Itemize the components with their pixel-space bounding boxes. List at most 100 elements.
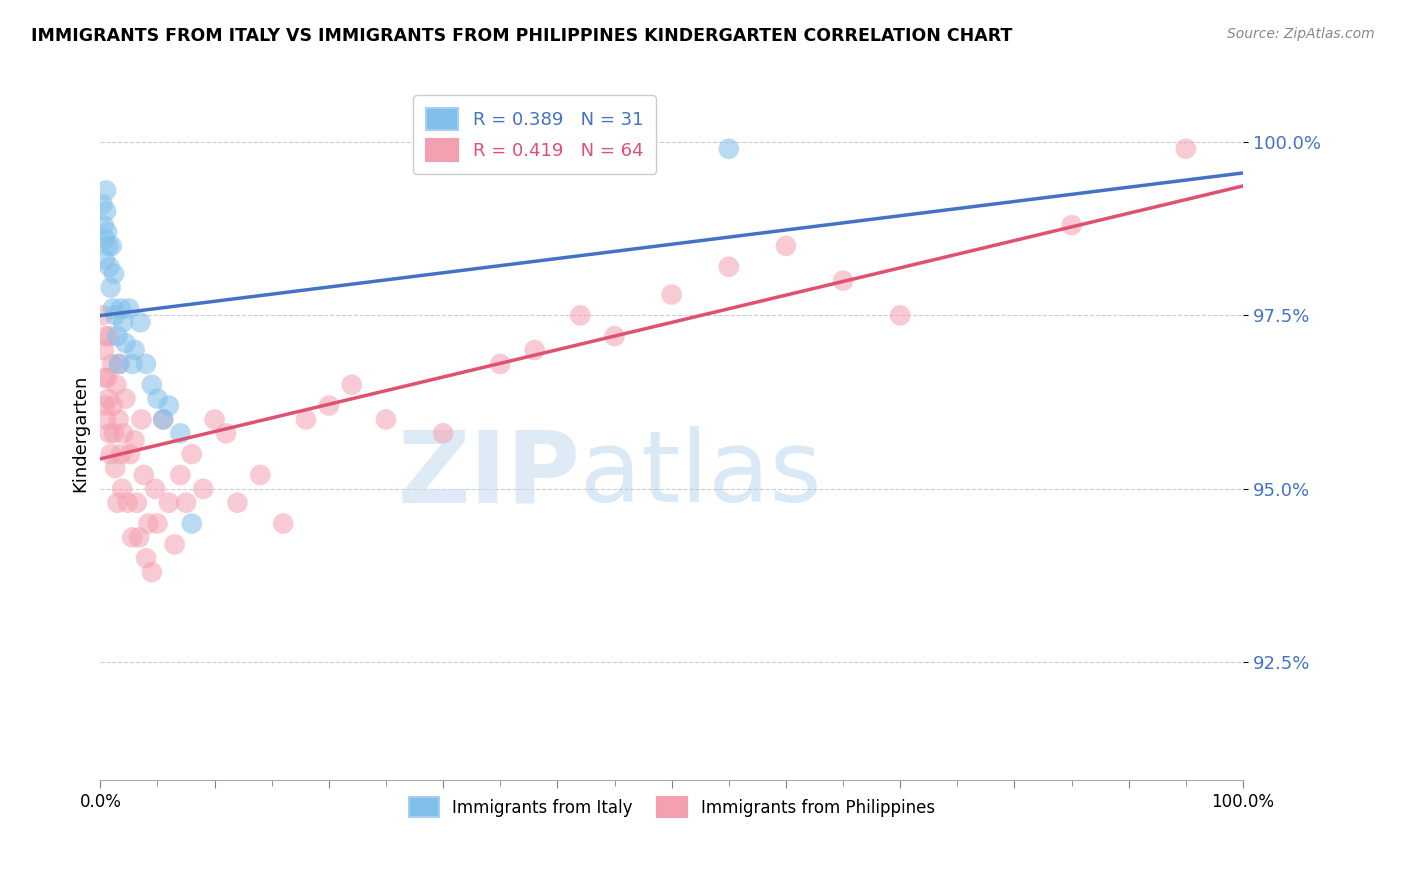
Point: [121, 357, 143, 371]
Point: [124, 434, 146, 448]
Legend: Immigrants from Italy, Immigrants from Philippines: Immigrants from Italy, Immigrants from P…: [402, 790, 942, 824]
Point: [717, 142, 740, 156]
Point: [489, 357, 512, 371]
Point: [120, 447, 142, 461]
Point: [94, 232, 117, 246]
Point: [128, 530, 150, 544]
Point: [1060, 218, 1083, 232]
Point: [141, 377, 163, 392]
Point: [129, 315, 152, 329]
Y-axis label: Kindergarten: Kindergarten: [72, 375, 89, 492]
Point: [101, 239, 124, 253]
Point: [105, 377, 128, 392]
Point: [141, 565, 163, 579]
Point: [91, 309, 114, 323]
Point: [135, 357, 157, 371]
Point: [295, 412, 318, 426]
Point: [96, 225, 118, 239]
Point: [101, 357, 124, 371]
Point: [204, 412, 226, 426]
Point: [146, 392, 169, 406]
Point: [114, 336, 136, 351]
Point: [661, 287, 683, 301]
Point: [180, 447, 202, 461]
Point: [523, 343, 546, 357]
Point: [96, 371, 118, 385]
Point: [97, 392, 120, 406]
Point: [603, 329, 626, 343]
Point: [775, 239, 797, 253]
Point: [110, 301, 132, 316]
Point: [110, 447, 132, 461]
Point: [108, 357, 131, 371]
Point: [103, 267, 125, 281]
Point: [118, 301, 141, 316]
Point: [163, 537, 186, 551]
Point: [94, 371, 117, 385]
Point: [114, 392, 136, 406]
Point: [104, 461, 127, 475]
Point: [107, 329, 129, 343]
Text: IMMIGRANTS FROM ITALY VS IMMIGRANTS FROM PHILIPPINES KINDERGARTEN CORRELATION CH: IMMIGRANTS FROM ITALY VS IMMIGRANTS FROM…: [31, 27, 1012, 45]
Point: [100, 447, 122, 461]
Point: [101, 399, 124, 413]
Point: [152, 412, 174, 426]
Point: [215, 426, 238, 441]
Point: [125, 496, 148, 510]
Point: [100, 280, 122, 294]
Point: [832, 274, 855, 288]
Point: [104, 309, 127, 323]
Point: [117, 496, 139, 510]
Point: [124, 343, 146, 357]
Point: [180, 516, 202, 531]
Point: [169, 467, 191, 482]
Point: [174, 496, 197, 510]
Point: [94, 399, 117, 413]
Point: [112, 315, 135, 329]
Point: [143, 482, 166, 496]
Point: [107, 357, 129, 371]
Point: [889, 309, 911, 323]
Point: [271, 516, 294, 531]
Point: [717, 260, 740, 274]
Point: [98, 426, 121, 441]
Point: [97, 239, 120, 253]
Point: [98, 329, 121, 343]
Point: [157, 496, 180, 510]
Point: [1174, 142, 1197, 156]
Point: [169, 426, 191, 441]
Point: [132, 467, 155, 482]
Point: [112, 426, 135, 441]
Point: [193, 482, 215, 496]
Point: [91, 197, 114, 211]
Point: [107, 412, 129, 426]
Point: [146, 516, 169, 531]
Point: [111, 482, 134, 496]
Point: [318, 399, 340, 413]
Point: [249, 467, 271, 482]
Point: [432, 426, 454, 441]
Point: [157, 399, 180, 413]
Text: ZIP: ZIP: [398, 426, 581, 524]
Text: Source: ZipAtlas.com: Source: ZipAtlas.com: [1227, 27, 1375, 41]
Point: [94, 204, 117, 219]
Point: [340, 377, 363, 392]
Point: [138, 516, 160, 531]
Point: [152, 412, 174, 426]
Text: atlas: atlas: [581, 426, 823, 524]
Point: [94, 252, 117, 267]
Point: [93, 218, 115, 232]
Point: [98, 260, 121, 274]
Point: [569, 309, 592, 323]
Point: [94, 184, 117, 198]
Point: [131, 412, 153, 426]
Point: [121, 530, 143, 544]
Point: [101, 301, 124, 316]
Point: [107, 496, 129, 510]
Point: [135, 551, 157, 566]
Point: [226, 496, 249, 510]
Point: [94, 329, 117, 343]
Point: [93, 343, 115, 357]
Point: [103, 426, 125, 441]
Point: [375, 412, 398, 426]
